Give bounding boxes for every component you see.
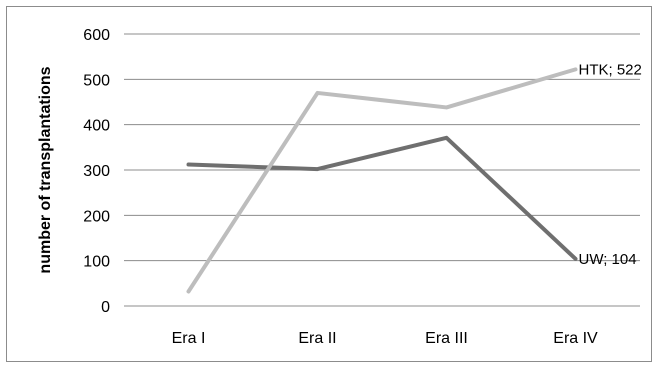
x-tick-label: Era IV xyxy=(553,330,598,347)
y-tick-label: 200 xyxy=(83,208,110,225)
y-tick-label: 0 xyxy=(101,299,110,316)
x-tick-label: Era II xyxy=(298,330,336,347)
y-tick-labels: 0 100 200 300 400 500 600 xyxy=(83,27,110,316)
series-line-htk xyxy=(186,67,578,294)
series-line-uw xyxy=(186,135,578,261)
series-lines xyxy=(186,67,578,294)
y-tick-label: 500 xyxy=(83,72,110,89)
x-tick-label: Era III xyxy=(425,330,468,347)
x-tick-labels: Era I Era II Era III Era IV xyxy=(172,330,598,347)
data-labels: UW; 104 HTK; 522 xyxy=(579,61,642,267)
y-axis-label: number of transplantations xyxy=(37,66,54,273)
y-tick-label: 100 xyxy=(83,254,110,271)
y-tick-label: 400 xyxy=(83,118,110,135)
x-tick-label: Era I xyxy=(172,330,206,347)
y-tick-label: 300 xyxy=(83,163,110,180)
end-label-uw: UW; 104 xyxy=(579,251,637,268)
y-tick-label: 600 xyxy=(83,27,110,44)
end-label-htk: HTK; 522 xyxy=(579,61,642,78)
chart-frame xyxy=(6,6,652,362)
